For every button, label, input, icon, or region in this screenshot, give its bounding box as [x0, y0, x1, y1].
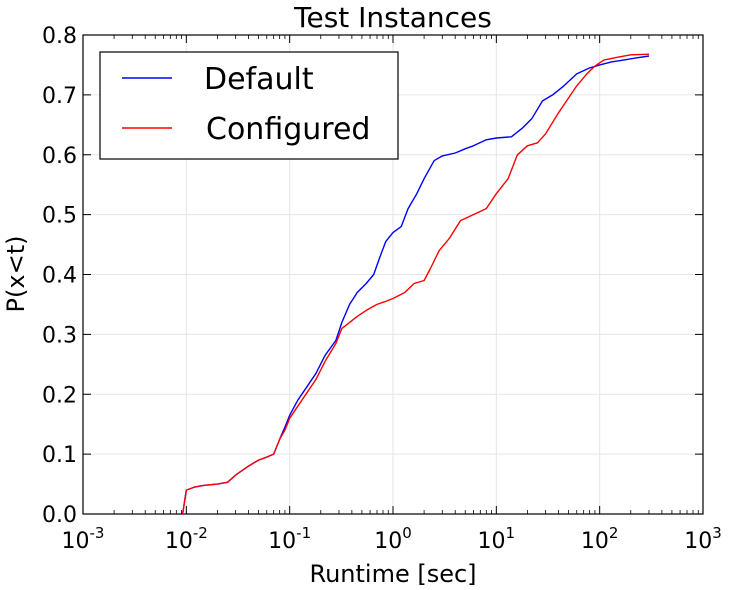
x-tick-label: 102: [581, 524, 619, 554]
y-tick-label: 0.1: [42, 443, 77, 468]
legend-label-default: Default: [204, 62, 314, 97]
y-axis-label: P(x<t): [2, 236, 30, 313]
series-layer: [181, 53, 650, 515]
chart-title: Test Instances: [293, 1, 492, 34]
legend-label-configured: Configured: [206, 112, 370, 147]
series-line-configured: [181, 53, 650, 515]
y-tick-label: 0.2: [42, 383, 77, 408]
x-tick-label: 10-2: [165, 524, 208, 554]
y-tick-label: 0.0: [42, 503, 77, 528]
y-tick-label: 0.4: [42, 264, 77, 289]
y-tick-label: 0.5: [42, 204, 77, 229]
x-axis-label: Runtime [sec]: [309, 560, 476, 588]
axis-ticks: 10-3 10-2 10-1 100 101 102 103 0.0 0.1 0.2 0.3 0.4 0…: [42, 24, 722, 554]
x-tick-label: 103: [684, 524, 722, 554]
x-tick-label: 101: [478, 524, 516, 554]
y-tick-label: 0.8: [42, 24, 77, 49]
legend: Default Configured: [99, 51, 399, 160]
x-tick-label: 10-3: [62, 524, 105, 554]
x-tick-label: 10-1: [268, 524, 311, 554]
y-tick-label: 0.6: [42, 144, 77, 169]
y-tick-label: 0.7: [42, 84, 77, 109]
legend-box: [99, 51, 399, 160]
y-tick-label: 0.3: [42, 323, 77, 348]
x-tick-label: 100: [374, 524, 412, 554]
